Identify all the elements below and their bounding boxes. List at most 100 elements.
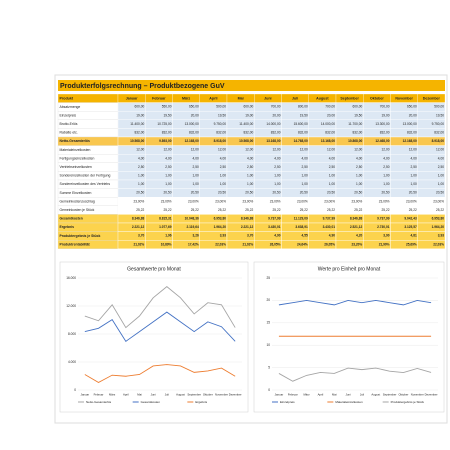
x-tick-label: Oktober (398, 393, 408, 397)
cell-value: 1,00 (329, 182, 335, 186)
cell-value: 3.638,91 (295, 225, 308, 229)
cell-value: 4,55 (302, 234, 308, 238)
cell-value: 12,00 (327, 148, 335, 152)
x-tick-label: Februar (288, 393, 298, 397)
cell-value: 700,00 (271, 105, 281, 109)
cell-value: 700,00 (325, 105, 335, 109)
cell-value: 20,50 (136, 191, 144, 195)
cell-value: 23,00% (433, 199, 444, 203)
row-label: Sondereinzelkosten des Vertriebs (60, 182, 111, 186)
x-tick-label: Mai (332, 393, 337, 397)
cell-value: 22,03% (433, 242, 444, 246)
y-tick-label: 8.000 (68, 332, 76, 336)
cell-value: 3,93 (438, 234, 444, 238)
cell-value: 650,00 (407, 105, 417, 109)
cell-value: 17,42% (188, 242, 199, 246)
cell-value: 3,70 (247, 234, 253, 238)
x-tick-label: März (303, 393, 310, 397)
cell-value: 4,90 (274, 234, 280, 238)
cell-value: 550,00 (162, 105, 172, 109)
cell-value: 8.918,00 (214, 139, 227, 143)
cell (417, 239, 446, 249)
cell-value: 832,00 (135, 131, 145, 135)
cell-value: 832,00 (244, 131, 254, 135)
cell-value: 1,00 (302, 182, 308, 186)
row-label: Vertriebseinzelkosten (60, 165, 92, 169)
header-text: November (395, 96, 413, 100)
cell-value: 1,00 (356, 174, 362, 178)
cell-value: 12,00 (354, 148, 362, 152)
cell-value: 8.815,31 (159, 217, 172, 221)
cell-value: 1,00 (411, 174, 417, 178)
cell-value: 800,00 (298, 105, 308, 109)
cell-value: 2.521,12 (350, 225, 363, 229)
cell-value: 20,50 (191, 191, 199, 195)
header-text: März (182, 96, 190, 100)
cell-value: 6.953,80 (214, 217, 227, 221)
row-label: Gemeinkostenzuschlag (60, 199, 95, 203)
x-tick-label: Januar (275, 393, 284, 397)
cell-value: 23,00% (133, 199, 144, 203)
cell-value: 9.042,43 (404, 217, 417, 221)
cell-value: 19,50 (164, 113, 172, 117)
cell-value: 4,00 (247, 156, 253, 160)
cell-value: 1,00 (165, 182, 171, 186)
cell-value: 23,00% (242, 199, 253, 203)
cell-value: 832,00 (353, 131, 363, 135)
cell-value: 1,00 (220, 182, 226, 186)
cell-value: 1,00 (274, 174, 280, 178)
cell-value: 4,00 (329, 156, 335, 160)
cell-value: 2,50 (165, 165, 171, 169)
x-tick-label: Februar (94, 393, 104, 397)
row-label: Gemeinkosten je Stück (60, 208, 95, 212)
y-tick-label: 0 (268, 388, 270, 392)
cell-value: 23,00% (297, 199, 308, 203)
cell-value: 4,00 (356, 156, 362, 160)
cell-value: 1,00 (165, 174, 171, 178)
header-text: Produkt (60, 96, 74, 100)
cell-value: 12,00 (436, 148, 444, 152)
row-label: Fertigungseinzelkosten (60, 156, 95, 160)
cell-value: 4,81 (411, 234, 417, 238)
cell-value: 12.168,00 (185, 139, 199, 143)
cell-value: 25,22 (245, 208, 253, 212)
series-line (84, 311, 236, 342)
cell-value: 25,69% (406, 242, 417, 246)
cell-value: 23,00% (406, 199, 417, 203)
legend-label: Materialeinzelkosten (335, 400, 363, 404)
cell-value: 1,00 (356, 182, 362, 186)
cell-value: 13.168,00 (321, 139, 335, 143)
chart-title: Werte pro Einheit pro Monat (318, 266, 381, 272)
cell-value: 9.737,99 (268, 217, 281, 221)
x-tick-label: April (318, 393, 324, 397)
cell-value: 20,50 (164, 191, 172, 195)
header-text: Oktober (370, 96, 384, 100)
cell-value: 10,89% (161, 242, 172, 246)
cell-value: 12,00 (245, 148, 253, 152)
cell-value: 12,00 (409, 148, 417, 152)
x-tick-label: Dezember (425, 393, 438, 397)
chart-frame (59, 261, 249, 413)
cell-value: 2.221,12 (241, 225, 254, 229)
cell-value: 12,00 (273, 148, 281, 152)
cell-value: 12,00 (382, 148, 390, 152)
cell-value: 2,50 (138, 165, 144, 169)
header-text: September (340, 96, 359, 100)
cell-value: 4,00 (302, 156, 308, 160)
cell-value: 21,02% (133, 242, 144, 246)
cell-value: 2,50 (411, 165, 417, 169)
x-tick-label: September (383, 393, 397, 397)
chart-title: Gesamtwerte pro Monat (127, 266, 181, 272)
row-label: Gesamtkosten (60, 217, 83, 221)
cell-value: 4,90 (329, 234, 335, 238)
cell-value: 22,03% (215, 242, 226, 246)
cell-value: 1,00 (383, 174, 389, 178)
cell-value: 3,93 (220, 234, 226, 238)
cell-value: 3,70 (138, 234, 144, 238)
cell-value: 1,00 (247, 182, 253, 186)
cell-value: 3,26 (193, 234, 199, 238)
cell-value: 25,22 (436, 208, 444, 212)
header-text: August (316, 96, 329, 100)
cell-value: 23,00% (161, 199, 172, 203)
